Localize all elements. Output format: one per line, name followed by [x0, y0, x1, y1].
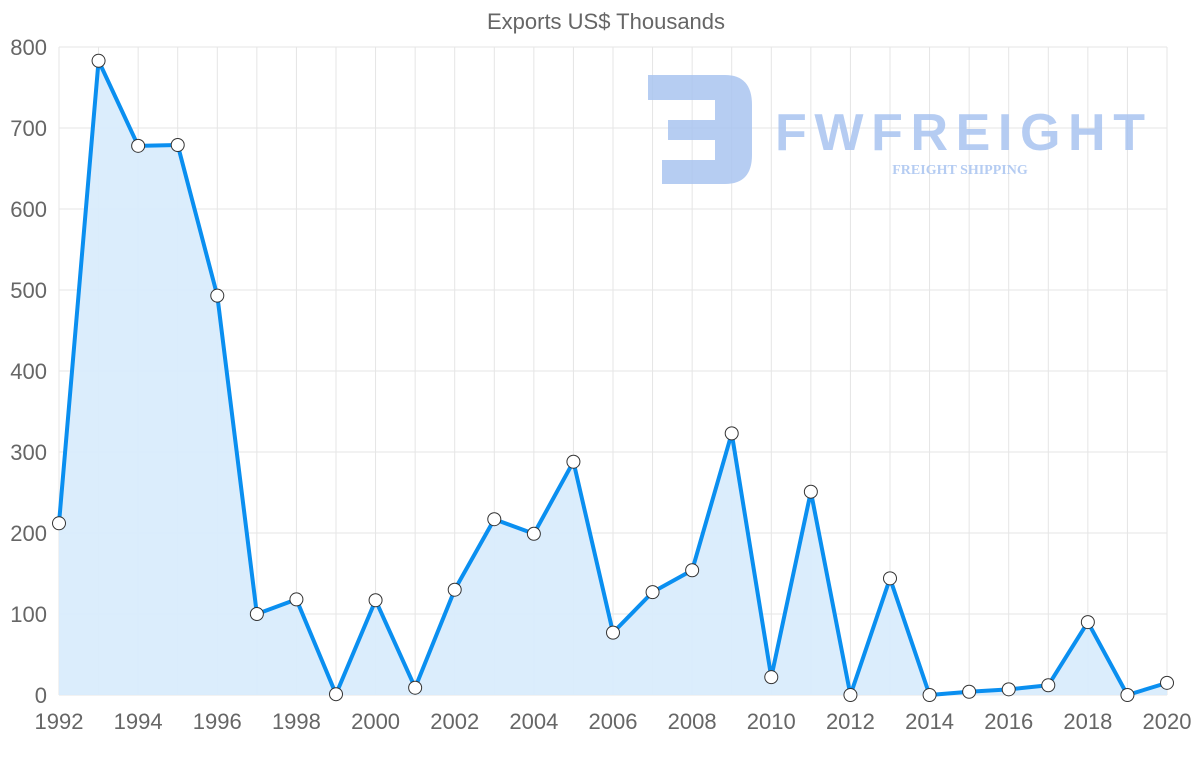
y-tick-label: 700 — [10, 116, 47, 141]
y-axis-ticks: 0 100 200 300 400 500 600 700 800 — [10, 35, 47, 708]
data-point-2015[interactable] — [962, 684, 977, 699]
fwfreight-logo-icon — [648, 75, 752, 184]
data-point-1993[interactable] — [91, 53, 106, 68]
y-tick-label: 300 — [10, 440, 47, 465]
data-point-2019[interactable] — [1120, 688, 1135, 702]
watermark-brand: FWFREIGHT — [775, 104, 1145, 162]
data-point-2003[interactable] — [487, 512, 502, 527]
y-tick-label: 600 — [10, 197, 47, 222]
y-tick-label: 0 — [35, 683, 47, 708]
x-tick-label: 2000 — [351, 709, 400, 734]
x-tick-label: 2008 — [668, 709, 717, 734]
y-tick-label: 400 — [10, 359, 47, 384]
data-points — [52, 53, 1174, 702]
x-axis-ticks: 1992 1994 1996 1998 2000 2002 2004 2006 2008 2010… — [35, 709, 1192, 734]
x-tick-label: 2020 — [1143, 709, 1192, 734]
data-point-1995[interactable] — [170, 138, 185, 153]
data-point-2000[interactable] — [368, 593, 383, 608]
x-tick-label: 1996 — [193, 709, 242, 734]
watermark-tagline: FREIGHT SHIPPING — [892, 163, 1028, 178]
area-fill — [59, 60, 1167, 695]
x-tick-label: 2002 — [430, 709, 479, 734]
data-point-2004[interactable] — [526, 526, 541, 541]
data-point-1996[interactable] — [210, 288, 225, 303]
x-tick-label: 1994 — [114, 709, 163, 734]
x-tick-label: 2010 — [747, 709, 796, 734]
data-point-2010[interactable] — [764, 670, 779, 685]
data-point-1999[interactable] — [329, 687, 343, 702]
watermark-logo: FWFREIGHT FREIGHT SHIPPING — [648, 75, 1145, 184]
data-point-2008[interactable] — [685, 563, 700, 578]
y-tick-label: 100 — [10, 602, 47, 627]
data-point-2005[interactable] — [566, 454, 581, 469]
data-point-2009[interactable] — [724, 426, 739, 441]
data-point-2002[interactable] — [447, 582, 462, 597]
x-tick-label: 2004 — [509, 709, 558, 734]
x-tick-label: 2018 — [1063, 709, 1112, 734]
y-tick-label: 500 — [10, 278, 47, 303]
data-point-1992[interactable] — [52, 516, 66, 531]
x-tick-label: 1992 — [35, 709, 84, 734]
data-point-1994[interactable] — [131, 138, 146, 153]
x-tick-label: 2006 — [589, 709, 638, 734]
data-point-2020[interactable] — [1160, 675, 1174, 690]
data-point-2018[interactable] — [1080, 615, 1095, 630]
y-tick-label: 200 — [10, 521, 47, 546]
data-point-2016[interactable] — [1001, 682, 1016, 697]
data-point-1998[interactable] — [289, 592, 304, 607]
data-point-2013[interactable] — [883, 571, 897, 586]
data-point-2012[interactable] — [843, 688, 858, 702]
data-point-2017[interactable] — [1041, 678, 1056, 693]
data-point-2006[interactable] — [606, 625, 620, 640]
data-point-1997[interactable] — [249, 607, 264, 621]
y-tick-label: 800 — [10, 35, 47, 60]
x-tick-label: 2016 — [984, 709, 1033, 734]
data-point-2011[interactable] — [803, 484, 818, 499]
data-point-2001[interactable] — [408, 680, 423, 695]
data-point-2007[interactable] — [645, 585, 660, 600]
x-tick-label: 1998 — [272, 709, 321, 734]
data-point-2014[interactable] — [922, 688, 937, 702]
chart-title: Exports US$ Thousands — [487, 9, 725, 34]
x-tick-label: 2014 — [905, 709, 954, 734]
x-tick-label: 2012 — [826, 709, 875, 734]
